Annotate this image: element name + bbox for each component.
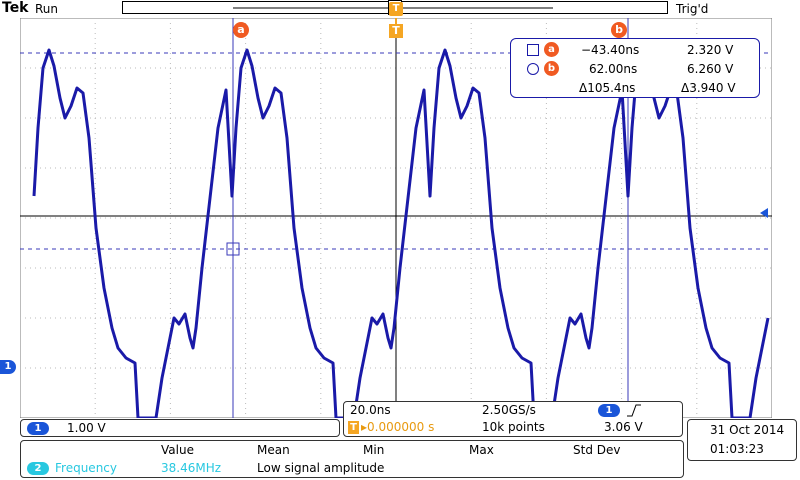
cursor-a-time: −43.40ns [581,43,640,57]
meas-header-min: Min [363,443,385,457]
trigger-position-icon: T [348,421,359,434]
cursor-delta-value: Δ3.940 V [681,81,736,95]
run-state[interactable]: Run [35,2,59,16]
datetime-box: 31 Oct 2014 01:03:23 [687,419,797,461]
measure-note: Low signal amplitude [257,461,385,475]
cursor-a-tag[interactable]: a [233,22,249,38]
trigger-level-arrow-icon[interactable] [760,208,768,218]
cursor-a-crosshair-icon[interactable] [226,242,240,256]
circle-cursor-icon [527,63,539,75]
square-cursor-icon [527,44,539,56]
measurements-panel[interactable]: Value Mean Min Max Std Dev 2 Frequency 3… [20,440,684,478]
time-scale: 20.0ns [350,403,391,417]
trigger-level: 3.06 V [604,420,643,434]
cursor-readout[interactable]: a −43.40ns 2.320 V b 62.00ns 6.260 V Δ10… [510,38,760,98]
trigger-position: ▸0.000000 s [361,420,435,434]
timebase-box[interactable]: 20.0ns 2.50GS/s 1 T ▸0.000000 s 10k poin… [343,401,683,437]
brand-logo: Tek [2,0,29,16]
rising-edge-icon [627,404,641,417]
channel-1-ground-marker[interactable]: 1 [0,360,16,374]
meas-header-mean: Mean [257,443,290,457]
cursor-b-value: 6.260 V [687,62,734,76]
meas-header-value: Value [161,443,194,457]
cursor-delta-time: Δ105.4ns [579,81,636,95]
measure-source-badge: 2 [27,462,49,475]
channel-1-scale: 1.00 V [67,421,106,435]
cursor-b-time: 62.00ns [589,62,638,76]
meas-header-stddev: Std Dev [573,443,621,457]
time: 01:03:23 [710,442,764,456]
trigger-position-top-icon[interactable]: T [389,2,403,16]
meas-header-max: Max [469,443,494,457]
cursor-b-tag[interactable]: b [611,22,627,38]
cursor-b-badge: b [544,61,559,76]
record-length: 10k points [482,420,545,434]
trigger-state: Trig'd [676,2,709,16]
measure-value: 38.46MHz [161,461,222,475]
sample-rate: 2.50GS/s [482,403,536,417]
date: 31 Oct 2014 [710,423,785,437]
cursor-a-badge: a [544,42,559,57]
channel-1-badge: 1 [27,422,49,435]
measure-name: Frequency [55,461,117,475]
cursor-a-value: 2.320 V [687,43,734,57]
trigger-source-badge: 1 [598,404,620,417]
channel-1-scale-box[interactable]: 1 1.00 V [20,419,340,437]
trigger-marker-icon[interactable]: T [389,24,403,38]
